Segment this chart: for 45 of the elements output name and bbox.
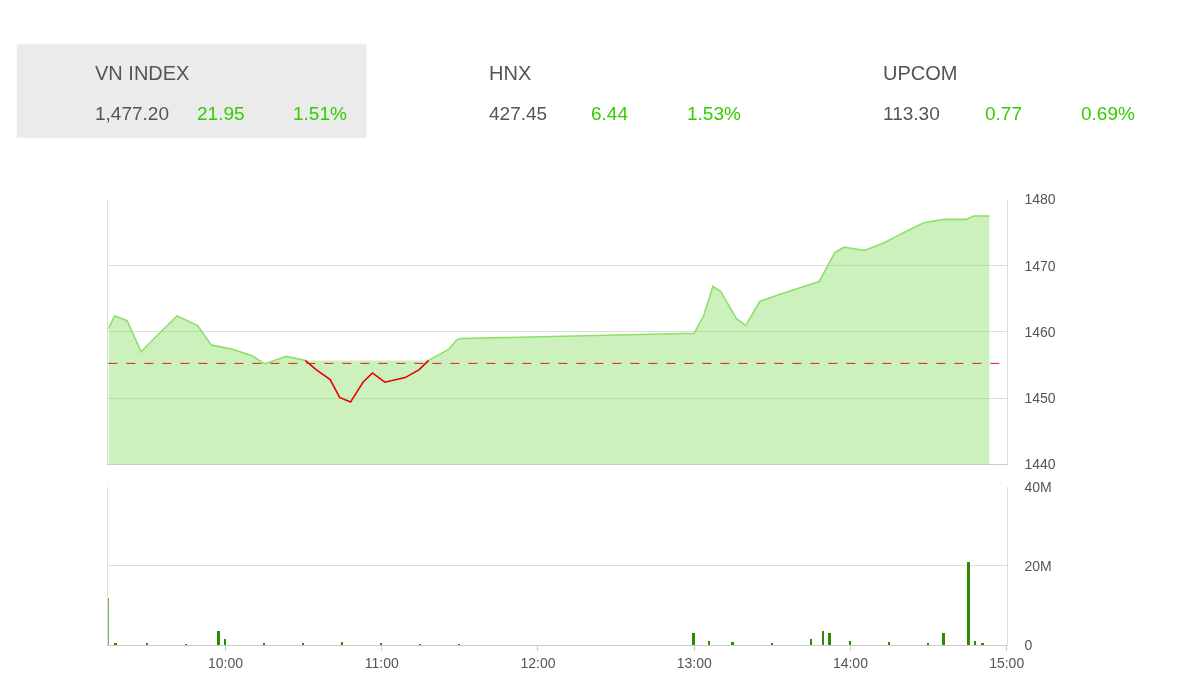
y-tick-label: 1440 (1024, 456, 1056, 473)
y-tick-label: 0 (1024, 637, 1033, 653)
y-tick-label: 1470 (1024, 257, 1056, 274)
bar (927, 642, 930, 645)
bar (771, 642, 774, 645)
bar (849, 640, 852, 645)
bar (888, 641, 891, 645)
text: HNX (489, 62, 532, 84)
bar (828, 632, 832, 645)
text: 0.69% (1081, 103, 1135, 124)
x-tick-label: 14:00 (832, 654, 869, 671)
y-tick-label: 40M (1024, 478, 1052, 495)
x-tick-label: 12:00 (520, 654, 556, 671)
bar (974, 640, 977, 645)
text: 21.95 (197, 103, 245, 124)
bar (114, 642, 118, 645)
text: VN INDEX (95, 62, 190, 84)
text: 0.77 (985, 103, 1022, 124)
x-tick-label: 10:00 (208, 654, 244, 671)
text: UPCOM (883, 62, 958, 84)
text: 1.51% (293, 103, 347, 124)
bar (708, 640, 711, 645)
x-tick-label: 15:00 (989, 654, 1025, 671)
text: 1,477.20 (95, 103, 169, 124)
bar (217, 630, 221, 645)
bar (967, 561, 971, 645)
y-tick-label: 1480 (1024, 191, 1056, 208)
text: 1.53% (687, 103, 741, 124)
text: 6.44 (591, 103, 629, 124)
text: 427.45 (489, 103, 548, 124)
y-tick-label: 20M (1024, 557, 1052, 574)
bar (224, 638, 227, 645)
y-tick-label: 1450 (1024, 390, 1056, 407)
bar (810, 638, 813, 645)
bar (822, 630, 825, 645)
bar (341, 641, 344, 645)
y-tick-label: 1460 (1024, 323, 1056, 340)
bar (692, 632, 696, 645)
line-series (304, 359, 430, 403)
bar (942, 632, 946, 645)
text: 113.30 (883, 103, 940, 124)
x-tick-label: 11:00 (364, 654, 399, 671)
x-tick-label: 13:00 (676, 654, 712, 671)
bar (731, 641, 735, 645)
bar (302, 642, 305, 645)
